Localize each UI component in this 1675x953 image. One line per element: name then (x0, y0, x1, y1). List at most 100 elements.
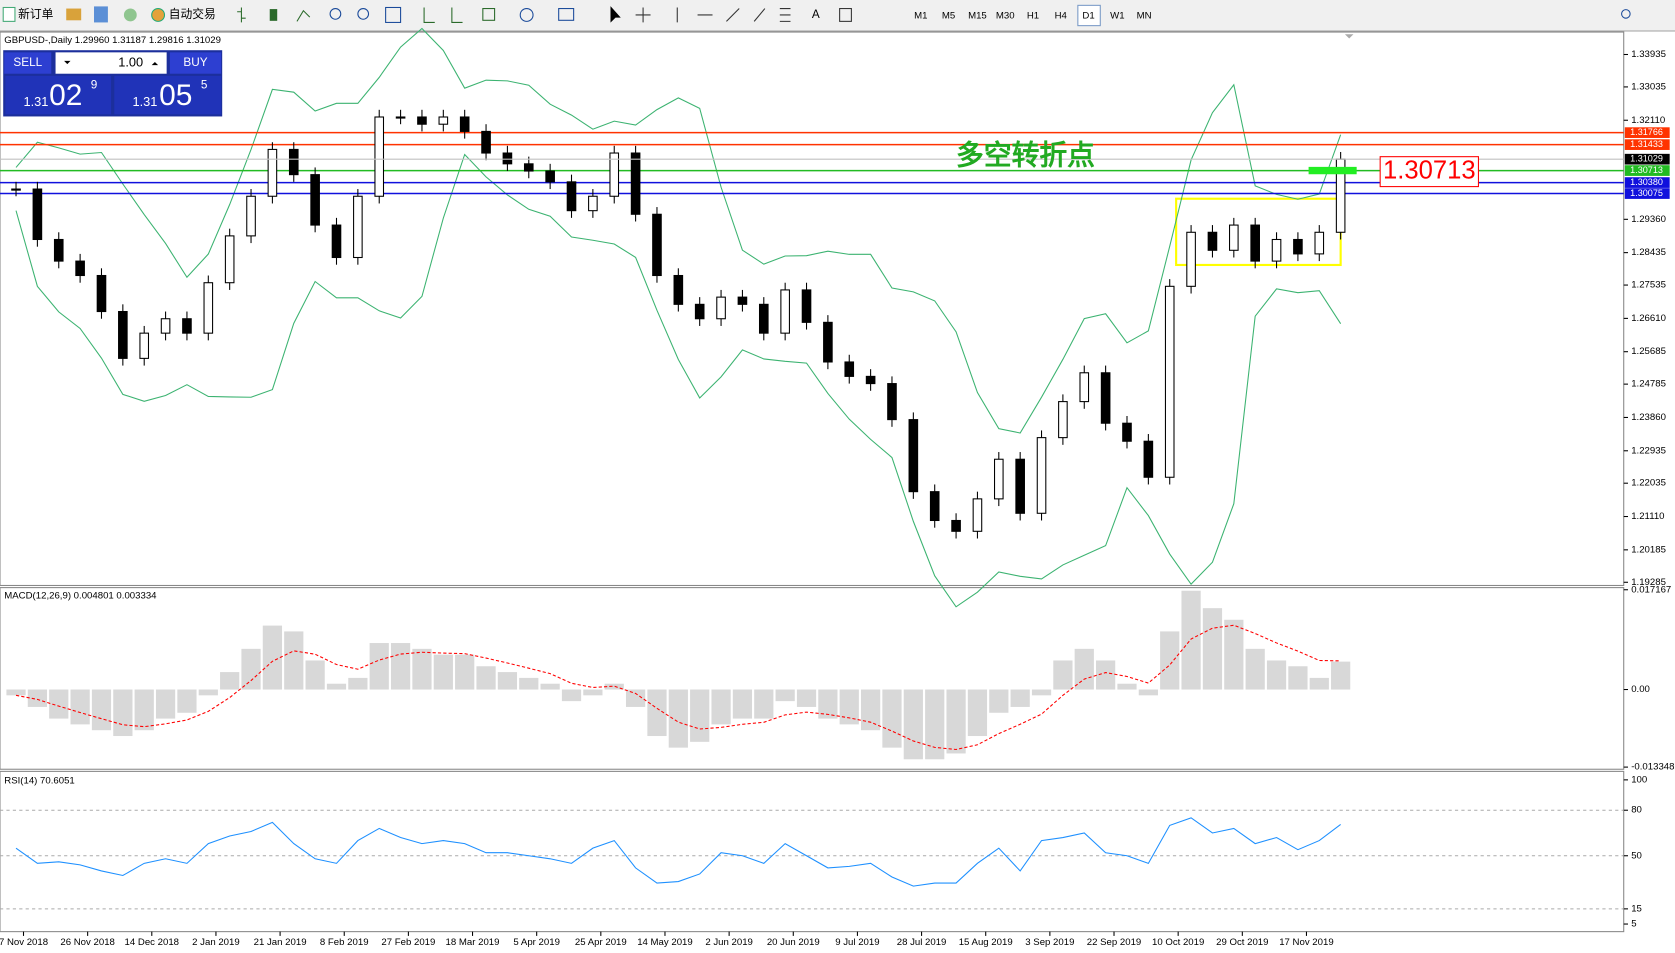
macd-bar (1096, 660, 1116, 690)
macd-bar (113, 689, 133, 737)
lot-value[interactable]: 1.00 (118, 54, 143, 69)
macd-tick-label: 0.017167 (1631, 584, 1671, 595)
price-tick-label: 1.23860 (1631, 412, 1666, 423)
macd-tick-label: -0.013348 (1631, 762, 1674, 773)
lot-input[interactable] (55, 52, 167, 74)
candle-body (523, 163, 534, 172)
macd-bar (540, 683, 560, 690)
candle-body (374, 116, 385, 197)
price-tick-label: 1.21110 (1631, 511, 1664, 522)
date-label: 17 Nov 2019 (1279, 937, 1333, 948)
chart-header: GBPUSD-,Daily 1.29960 1.31187 1.29816 1.… (4, 35, 221, 46)
macd-bar (1309, 677, 1329, 690)
sell-fraction[interactable]: 9 (91, 79, 98, 92)
macd-label: MACD(12,26,9) 0.004801 0.003334 (4, 591, 157, 602)
timeframe-button[interactable]: W1 (1110, 11, 1124, 22)
rsi-line (15, 817, 1341, 887)
macd-bar (625, 689, 646, 707)
macd-bar (1031, 689, 1052, 696)
macd-bar (1010, 689, 1030, 707)
buy-fraction[interactable]: 5 (201, 79, 208, 92)
macd-bar (390, 643, 411, 690)
text-tool[interactable]: A (812, 8, 820, 21)
buy-pips[interactable]: 05 (159, 79, 192, 112)
price-tick-label: 1.33935 (1631, 49, 1666, 60)
candle-body (1122, 422, 1132, 442)
macd-bar (455, 654, 475, 690)
timeframe-button[interactable]: M5 (942, 11, 955, 22)
buy-big-figure[interactable]: 1.31 (132, 94, 157, 109)
tool-icons[interactable] (237, 6, 852, 23)
macd-bar (305, 660, 325, 690)
candle-body (182, 318, 192, 334)
macd-bar (882, 689, 902, 748)
icon[interactable] (94, 6, 108, 23)
price-tick-label: 1.22035 (1631, 478, 1666, 489)
macd-bar (1181, 590, 1201, 690)
callout-box (1379, 156, 1479, 188)
sell-pips[interactable]: 02 (49, 79, 82, 112)
date-label: 14 May 2019 (637, 937, 693, 948)
buy-label[interactable]: BUY (183, 56, 207, 69)
buy-button[interactable] (169, 52, 222, 74)
rsi-tick-label: 15 (1631, 903, 1642, 914)
timeframe-button[interactable]: M30 (996, 11, 1015, 22)
date-label: 26 Nov 2018 (60, 937, 114, 948)
auto-trading-button[interactable]: 自动交易 (169, 7, 216, 21)
sell-button[interactable] (4, 52, 52, 74)
macd-bar (262, 625, 283, 690)
macd-bar (839, 689, 859, 725)
macd-bar (433, 654, 453, 690)
shift-marker (1344, 34, 1354, 39)
macd-bar (583, 689, 603, 696)
icon[interactable] (66, 8, 82, 21)
date-label: 15 Aug 2019 (959, 937, 1013, 948)
macd-bar (6, 689, 26, 696)
date-label: 3 Sep 2019 (1025, 937, 1074, 948)
macd-bar (604, 683, 624, 690)
auto-trading-icon[interactable] (151, 8, 166, 22)
candle-body (609, 152, 620, 197)
price-tick-label: 1.29360 (1631, 214, 1666, 225)
macd-bar (668, 689, 688, 748)
candle-body (310, 174, 320, 226)
level-tag (1624, 165, 1670, 176)
date-label: 25 Apr 2019 (575, 937, 627, 948)
candle-body (865, 375, 876, 385)
macd-bar (1160, 631, 1180, 690)
macd-bar (989, 689, 1009, 713)
candle-body (823, 321, 833, 363)
macd-bar (967, 689, 988, 737)
candle-body (780, 289, 790, 334)
timeframe-button[interactable]: M15 (968, 11, 987, 22)
macd-bar (1053, 660, 1073, 690)
level-tag (1624, 188, 1670, 199)
candle-body (887, 383, 897, 421)
timeframe-button[interactable]: H4 (1055, 11, 1068, 22)
candle-body (1079, 372, 1090, 403)
annotation: 多空转折点 (956, 139, 1095, 170)
level-label: 1.30713 (1630, 165, 1663, 175)
timeframe-button[interactable]: MN (1137, 11, 1152, 22)
timeframe-bar: M1 M5 M15 M30 H1 H4 D1 W1 MN (914, 11, 1151, 22)
macd-bar (497, 672, 518, 690)
macd-bar (326, 683, 347, 690)
search-icon[interactable] (1621, 9, 1631, 19)
macd-bar (1138, 689, 1158, 696)
sell-label[interactable]: SELL (13, 56, 42, 69)
sell-big-figure[interactable]: 1.31 (24, 94, 49, 109)
macd-bar (775, 689, 795, 702)
macd-bar (412, 648, 432, 690)
sell-price-box[interactable] (5, 75, 112, 115)
buy-price-box[interactable] (114, 75, 222, 115)
timeframe-button[interactable]: M1 (914, 11, 927, 22)
new-order-button[interactable]: 新订单 (18, 7, 53, 21)
new-order-icon[interactable] (2, 6, 16, 22)
icon[interactable] (123, 8, 137, 22)
macd-bar (861, 689, 881, 731)
timeframe-button[interactable]: D1 (1082, 11, 1094, 22)
level-tag (1624, 177, 1670, 188)
macd-bar (1288, 666, 1308, 690)
timeframe-button[interactable]: H1 (1027, 11, 1039, 22)
